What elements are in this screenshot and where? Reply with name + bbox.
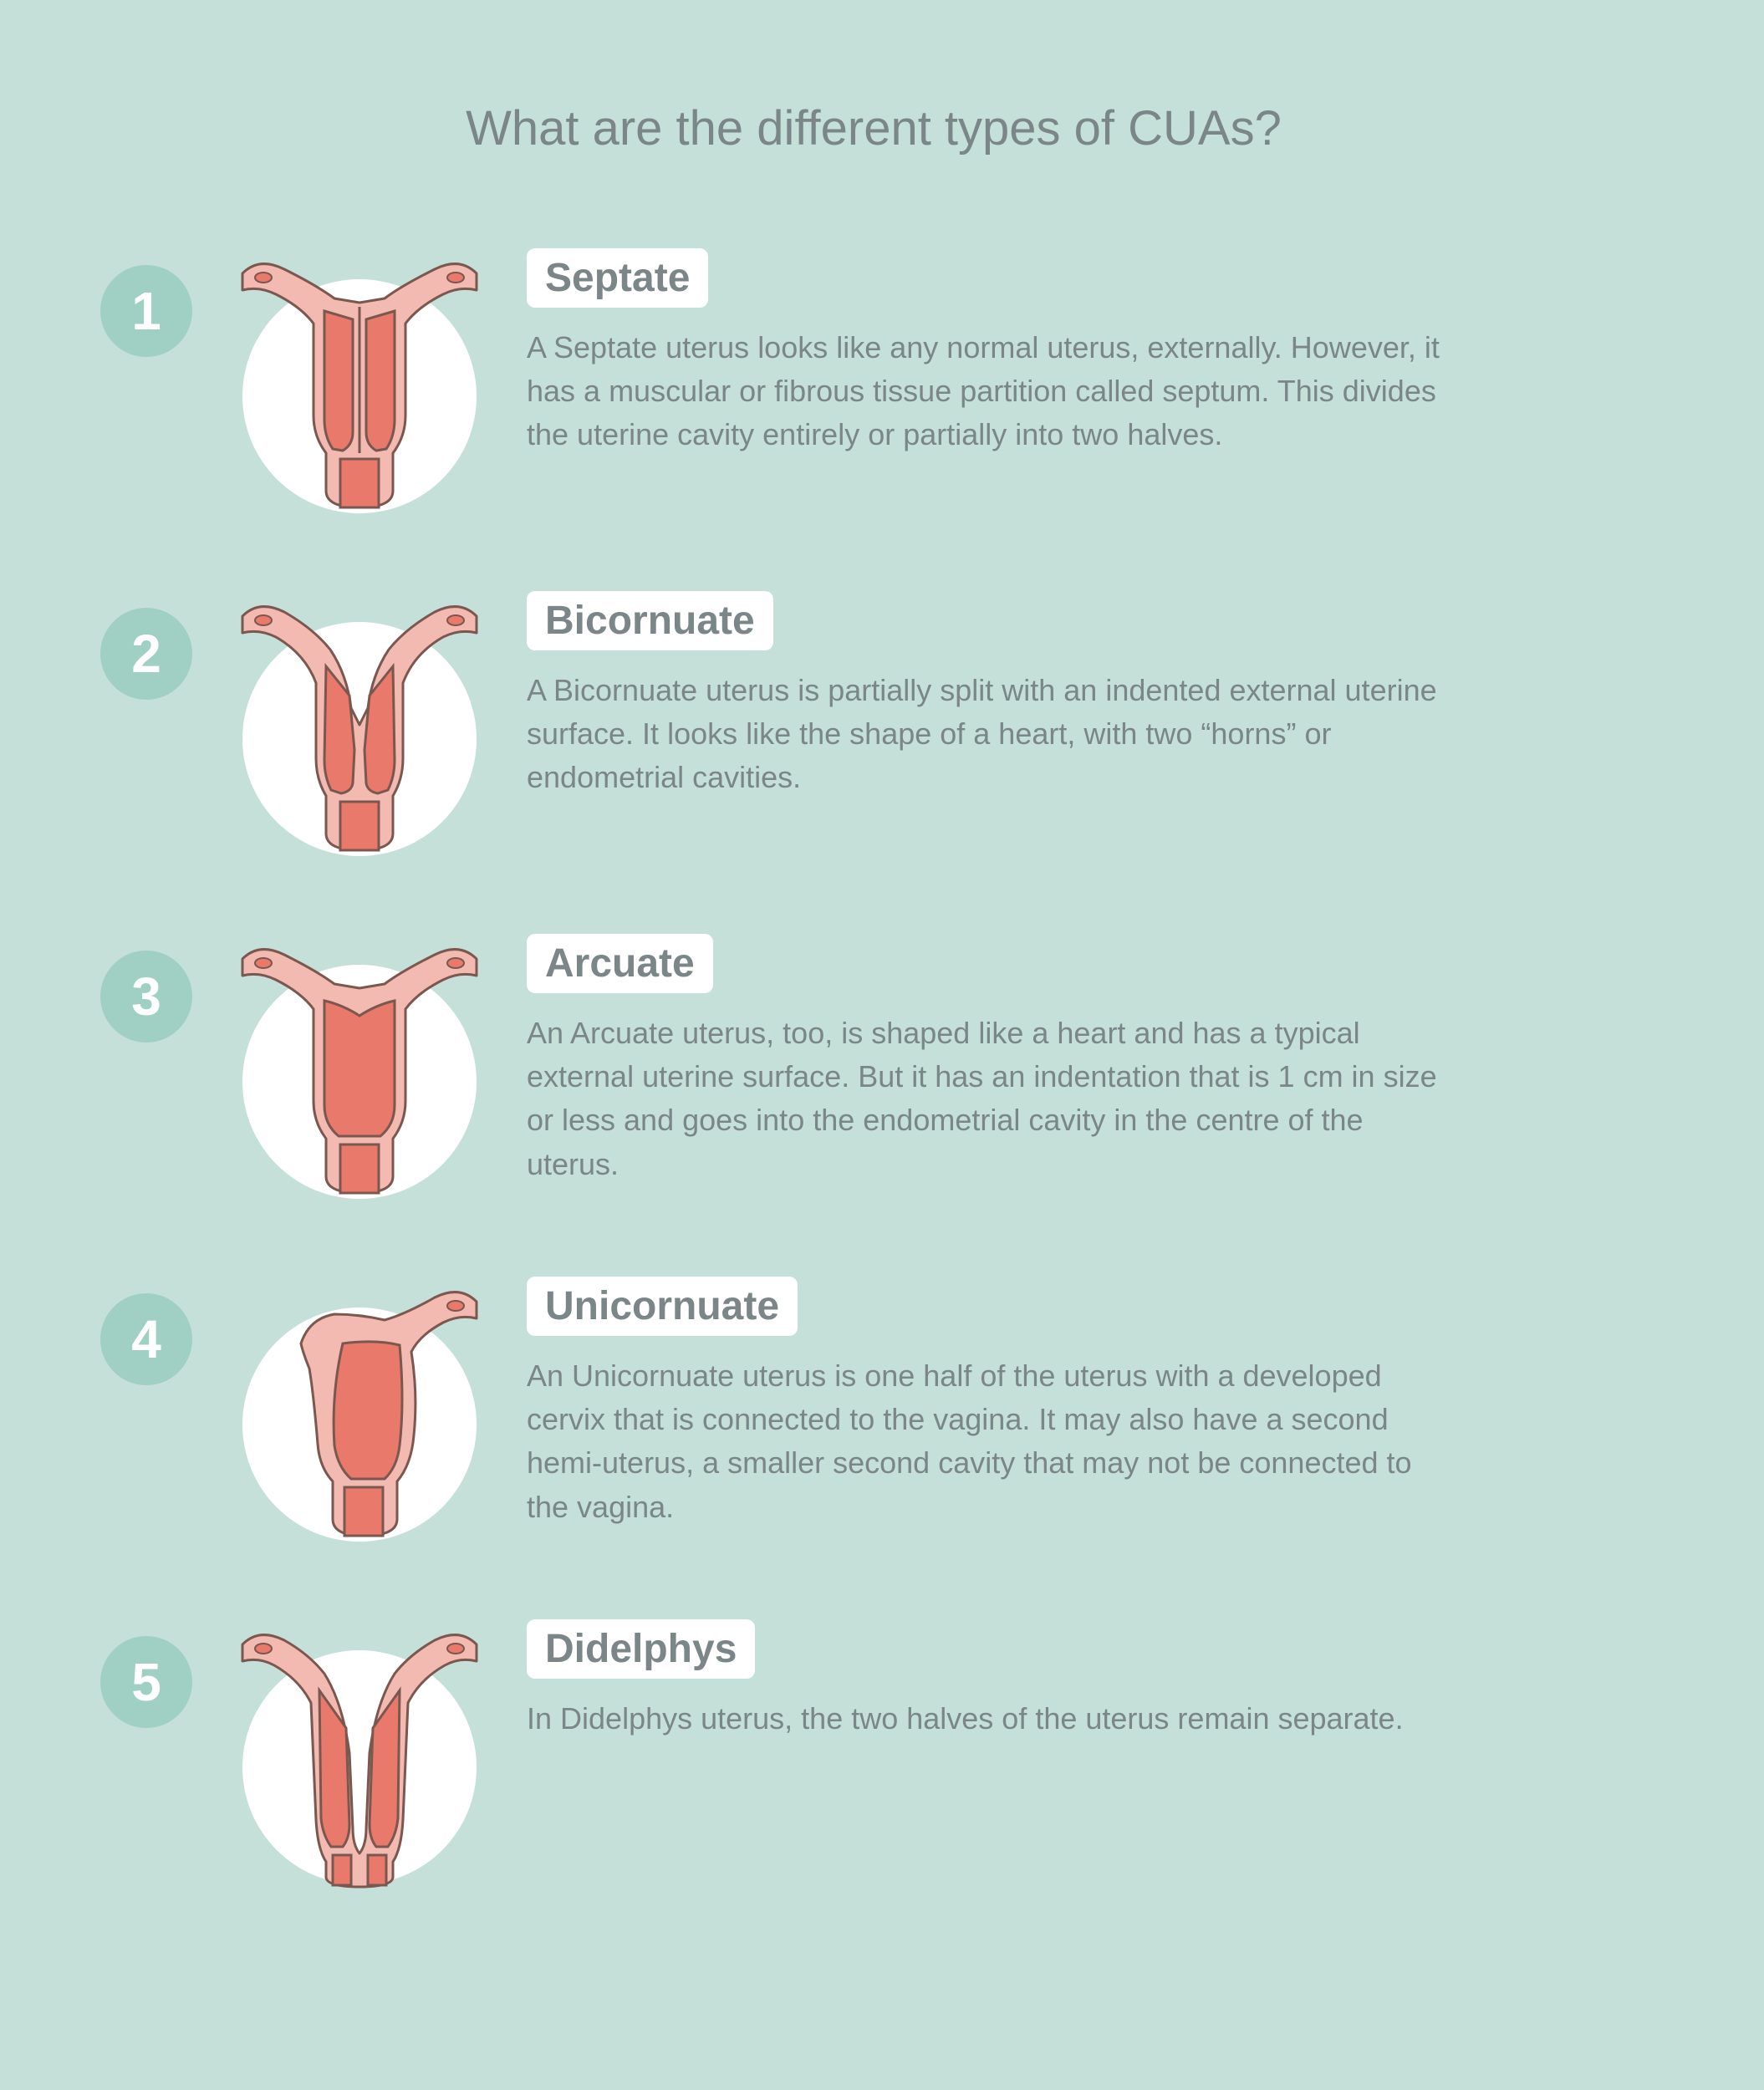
items-list: 1 Septate — [100, 240, 1647, 1895]
item-title: Unicornuate — [527, 1277, 798, 1336]
item-title: Bicornuate — [527, 591, 773, 650]
list-item: 1 Septate — [100, 240, 1647, 524]
list-item: 5 Didelphys In Didelp — [100, 1611, 1647, 1895]
item-description: An Arcuate uterus, too, is shaped like a… — [527, 1012, 1446, 1186]
number-badge: 5 — [100, 1636, 192, 1728]
number-badge: 2 — [100, 608, 192, 700]
item-description: In Didelphys uterus, the two halves of t… — [527, 1697, 1446, 1741]
item-description: An Unicornuate uterus is one half of the… — [527, 1354, 1446, 1529]
uterus-diagram-arcuate — [226, 925, 493, 1210]
list-item: 2 Bicornuate A Bicornuate uterus is part… — [100, 583, 1647, 867]
item-title: Didelphys — [527, 1619, 755, 1679]
list-item: 3 Arcuate An Arcuate uterus, too, is sha… — [100, 925, 1647, 1210]
uterus-diagram-bicornuate — [226, 583, 493, 867]
item-description: A Septate uterus looks like any normal u… — [527, 326, 1446, 457]
number-badge: 4 — [100, 1293, 192, 1385]
page-title: What are the different types of CUAs? — [100, 100, 1647, 156]
number-badge: 3 — [100, 951, 192, 1042]
uterus-diagram-unicornuate — [226, 1268, 493, 1552]
list-item: 4 Unicornuate An Unicornuate uterus is o… — [100, 1268, 1647, 1552]
item-description: A Bicornuate uterus is partially split w… — [527, 669, 1446, 800]
item-title: Arcuate — [527, 934, 713, 993]
item-title: Septate — [527, 248, 708, 308]
number-badge: 1 — [100, 265, 192, 357]
uterus-diagram-didelphys — [226, 1611, 493, 1895]
uterus-diagram-septate — [226, 240, 493, 524]
